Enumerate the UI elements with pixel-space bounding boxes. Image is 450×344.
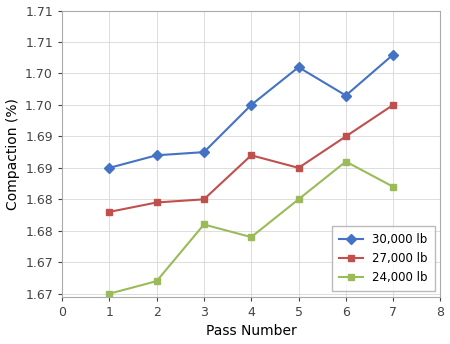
27,000 lb (201, 197, 207, 201)
24,000 lb (201, 223, 207, 227)
30,000 lb (391, 53, 396, 57)
24,000 lb (296, 197, 301, 201)
Legend: 30,000 lb, 27,000 lb, 24,000 lb: 30,000 lb, 27,000 lb, 24,000 lb (332, 226, 435, 291)
30,000 lb (343, 94, 349, 98)
27,000 lb (391, 103, 396, 107)
30,000 lb (154, 153, 159, 157)
X-axis label: Pass Number: Pass Number (206, 324, 297, 338)
24,000 lb (154, 279, 159, 283)
27,000 lb (343, 135, 349, 139)
24,000 lb (391, 185, 396, 189)
30,000 lb (296, 65, 301, 69)
Line: 27,000 lb: 27,000 lb (106, 101, 396, 215)
27,000 lb (154, 201, 159, 205)
27,000 lb (107, 210, 112, 214)
27,000 lb (296, 166, 301, 170)
30,000 lb (201, 150, 207, 154)
Y-axis label: Compaction (%): Compaction (%) (5, 98, 19, 209)
30,000 lb (107, 166, 112, 170)
Line: 30,000 lb: 30,000 lb (106, 51, 396, 171)
27,000 lb (248, 153, 254, 157)
Line: 24,000 lb: 24,000 lb (106, 158, 396, 297)
24,000 lb (107, 292, 112, 296)
24,000 lb (343, 160, 349, 164)
24,000 lb (248, 235, 254, 239)
30,000 lb (248, 103, 254, 107)
